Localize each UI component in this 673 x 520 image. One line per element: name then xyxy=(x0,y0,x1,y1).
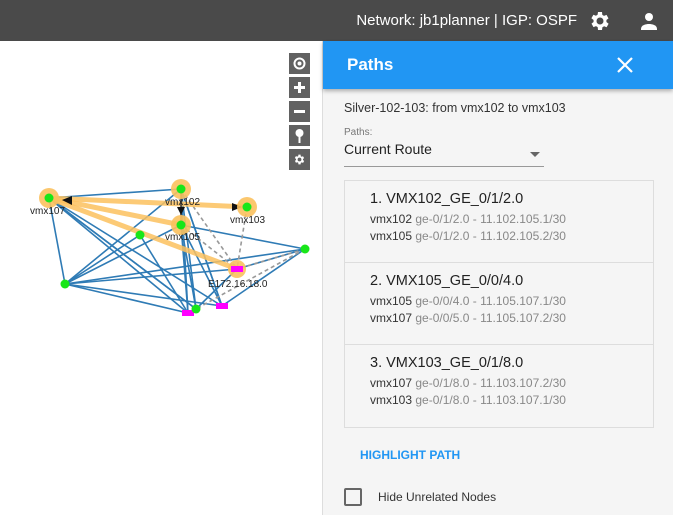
network-link xyxy=(180,224,306,250)
segment-node[interactable] xyxy=(216,303,228,309)
gear-icon[interactable] xyxy=(588,9,612,33)
hop-row: vmx102 ge-0/1/2.0 - 11.102.105.1/30 xyxy=(370,212,566,226)
hop-row: vmx103 ge-0/1/8.0 - 11.103.107.1/30 xyxy=(370,393,566,407)
account-icon[interactable] xyxy=(637,9,661,33)
paths-label: Paths: xyxy=(344,127,373,138)
network-link xyxy=(139,234,189,314)
network-link xyxy=(48,197,197,310)
dashed-link xyxy=(236,248,306,270)
lsp-description: Silver-102-103: from vmx102 to vmx103 xyxy=(344,101,566,115)
segment-node[interactable] xyxy=(231,266,243,272)
node-label[interactable]: vmx105 xyxy=(165,232,200,243)
panel-header: Paths xyxy=(323,41,673,89)
network-map[interactable]: vmx107 vmx102 vmx103 vmx105 E172.16.18.0 xyxy=(0,41,323,515)
zoom-out-button[interactable] xyxy=(289,101,310,122)
network-link xyxy=(195,268,238,310)
dashed-link xyxy=(180,224,238,270)
network-link xyxy=(180,224,223,307)
router-node[interactable] xyxy=(44,193,54,203)
zoom-in-icon xyxy=(294,82,305,93)
node-label[interactable]: vmx107 xyxy=(30,206,65,217)
router-node[interactable] xyxy=(135,230,145,240)
arrow-icon xyxy=(177,207,185,215)
hop-row: vmx107 ge-0/0/5.0 - 11.105.107.2/30 xyxy=(370,311,566,325)
hop-card[interactable]: 1. VMX102_GE_0/1/2.0 vmx102 ge-0/1/2.0 -… xyxy=(345,181,653,263)
hide-unrelated-checkbox[interactable] xyxy=(344,488,362,506)
hop-card[interactable]: 3. VMX103_GE_0/1/8.0 vmx107 ge-0/1/8.0 -… xyxy=(345,345,653,427)
hop-row: vmx107 ge-0/1/8.0 - 11.103.107.2/30 xyxy=(370,376,566,390)
zoom-in-button[interactable] xyxy=(289,77,310,98)
hop-list: 1. VMX102_GE_0/1/2.0 vmx102 ge-0/1/2.0 -… xyxy=(344,180,654,428)
hop-row: vmx105 ge-0/1/2.0 - 11.102.105.2/30 xyxy=(370,229,566,243)
network-title: Network: jb1planner | IGP: OSPF xyxy=(356,12,577,29)
network-link xyxy=(180,188,223,307)
settings-icon xyxy=(294,154,305,165)
network-link xyxy=(64,234,141,285)
router-node[interactable] xyxy=(176,220,186,230)
paths-select[interactable]: Current Route xyxy=(344,141,544,167)
topology-graph[interactable]: vmx107 vmx102 vmx103 vmx105 E172.16.18.0 xyxy=(0,41,323,515)
router-node[interactable] xyxy=(191,304,201,314)
network-link xyxy=(180,224,197,310)
center-button[interactable] xyxy=(289,53,310,74)
node-label[interactable]: vmx103 xyxy=(230,215,265,226)
pin-button[interactable] xyxy=(289,125,310,146)
router-node[interactable] xyxy=(300,244,310,254)
hide-unrelated-label: Hide Unrelated Nodes xyxy=(378,490,497,504)
zoom-out-icon xyxy=(294,110,305,113)
center-icon xyxy=(293,57,306,70)
top-bar: Network: jb1planner | IGP: OSPF xyxy=(0,0,673,41)
segment-node[interactable] xyxy=(182,310,194,316)
paths-panel: Paths Silver-102-103: from vmx102 to vmx… xyxy=(322,41,673,515)
dashed-link xyxy=(236,206,248,270)
hop-name: 3. VMX103_GE_0/1/8.0 xyxy=(370,355,524,371)
hop-name: 2. VMX105_GE_0/0/4.0 xyxy=(370,273,524,289)
arrow-icon xyxy=(62,196,72,205)
node-label[interactable]: vmx102 xyxy=(165,197,200,208)
highlighted-path-link xyxy=(46,195,250,210)
panel-title: Paths xyxy=(347,55,394,74)
segment-label: E172.16.18.0 xyxy=(208,279,268,290)
router-node[interactable] xyxy=(242,202,252,212)
hop-name: 1. VMX102_GE_0/1/2.0 xyxy=(370,191,524,207)
network-link xyxy=(180,224,189,314)
map-settings-button[interactable] xyxy=(289,149,310,170)
hop-card[interactable]: 2. VMX105_GE_0/0/4.0 vmx105 ge-0/0/4.0 -… xyxy=(345,263,653,345)
network-link xyxy=(221,248,306,307)
chevron-down-icon xyxy=(530,152,540,157)
hop-row: vmx105 ge-0/0/4.0 - 11.105.107.1/30 xyxy=(370,294,566,308)
highlight-path-button[interactable]: HIGHLIGHT PATH xyxy=(360,448,461,462)
paths-select-value: Current Route xyxy=(344,141,432,157)
network-link xyxy=(64,268,238,285)
router-node[interactable] xyxy=(176,184,186,194)
pin-icon xyxy=(295,129,304,143)
network-link xyxy=(64,283,189,314)
network-link xyxy=(48,197,66,285)
router-node[interactable] xyxy=(60,279,70,289)
close-icon[interactable] xyxy=(615,55,635,75)
network-link xyxy=(48,197,189,314)
